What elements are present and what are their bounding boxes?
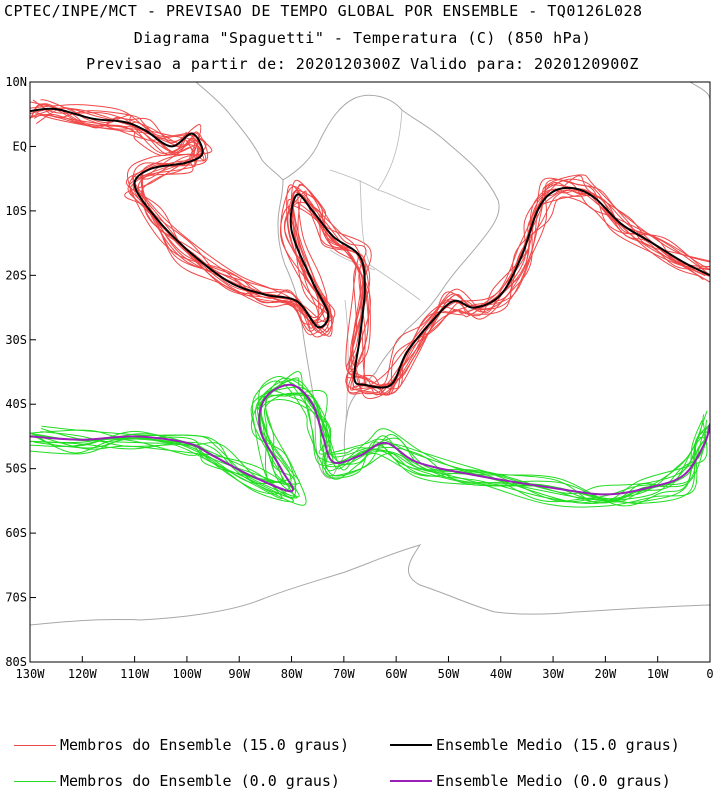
lat-label: 60S [5,526,27,540]
title-line-3: Previsao a partir de: 2020120300Z Valido… [86,55,639,73]
member-0-line [34,392,703,503]
country-borders [329,109,431,421]
legend-label-members-15: Membros do Ensemble (15.0 graus) [60,736,349,754]
lat-label: 10N [5,75,27,89]
latitude-axis: 10N EQ 10S 20S 30S 40S 50S 60S 70S 80S [5,75,36,669]
legend-label-mean-15: Ensemble Medio (15.0 graus) [436,736,680,754]
title-line-2: Diagrama "Spaguetti" - Temperatura (C) (… [133,29,592,47]
member-0-line [30,390,710,500]
members-15-group [30,99,710,400]
lon-label: 110W [120,667,150,681]
lon-label: 40W [490,667,512,681]
ensemble-mean-15-line [30,107,710,389]
map-plot-area [30,82,710,662]
legend-members-15: Membros do Ensemble (15.0 graus) [14,736,349,754]
member-15-line [40,99,710,389]
lon-label: 60W [385,667,407,681]
lon-label: 0 [706,667,713,681]
lat-label: 20S [5,268,27,282]
title-line-1: CPTEC/INPE/MCT - PREVISAO DE TEMPO GLOBA… [4,2,643,20]
member-15-line [30,103,710,396]
member-0-line [41,389,710,507]
legend-swatch-mean-0 [390,780,432,782]
legend-swatch-members-15 [14,744,56,746]
longitude-axis: 130W 120W 110W 100W 90W 80W 70W 60W 50W 40W 30W 20W… [16,656,714,681]
legend-swatch-mean-15 [390,744,432,746]
member-15-line [35,107,710,396]
lon-label: 100W [172,667,202,681]
central-america-coast [195,82,284,181]
member-15-line [33,114,706,400]
lon-label: 20W [595,667,617,681]
lat-label: 40S [5,397,27,411]
legend-members-0: Membros do Ensemble (0.0 graus) [14,772,340,790]
member-15-line [33,109,704,394]
member-15-line [30,113,709,395]
lat-label: 50S [5,462,27,476]
member-0-line [30,377,708,500]
lon-label: 30W [542,667,564,681]
lat-label: 10S [5,204,27,218]
lat-label: 80S [5,655,27,669]
member-15-line [32,99,710,390]
legend-mean-0: Ensemble Medio (0.0 graus) [390,772,671,790]
lon-label: 10W [647,667,669,681]
lon-label: 90W [228,667,250,681]
lon-label: 50W [438,667,460,681]
lon-label: 120W [68,667,98,681]
coastlines [30,82,710,662]
lon-label: 130W [16,667,46,681]
lat-label: 30S [5,333,27,347]
ensemble-mean-0-line [30,383,710,496]
antarctica-coast [30,544,710,662]
legend-mean-15: Ensemble Medio (15.0 graus) [390,736,680,754]
lon-label: 80W [281,667,303,681]
member-15-line [40,103,710,396]
lon-label: 70W [333,667,355,681]
legend-label-members-0: Membros do Ensemble (0.0 graus) [60,772,340,790]
lat-label: 70S [5,591,27,605]
lat-label: EQ [13,139,27,153]
africa-coast [689,82,710,101]
map-frame [29,81,711,663]
member-15-line [30,107,710,390]
legend-swatch-members-0 [14,780,56,782]
member-15-line [35,113,710,391]
legend-label-mean-0: Ensemble Medio (0.0 graus) [436,772,671,790]
